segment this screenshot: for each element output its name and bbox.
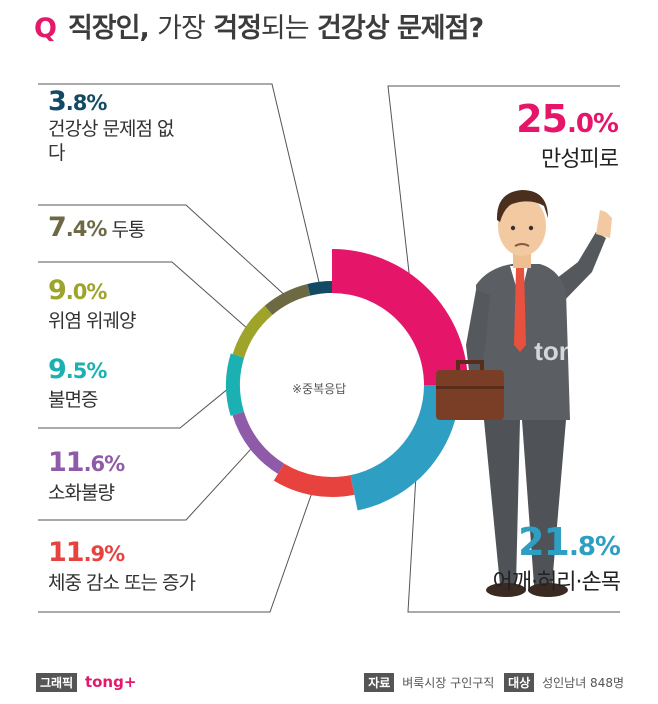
head bbox=[498, 196, 546, 256]
footer-credit: 그래픽 tong+ bbox=[36, 673, 136, 692]
slice-2 bbox=[273, 463, 355, 498]
pct-int-slice-2: 11 bbox=[48, 537, 85, 568]
pct-int-slice-5: 9 bbox=[48, 275, 67, 306]
label-slice-4: 9.5% 불면증 bbox=[48, 354, 108, 412]
label-slice-1: 21.8% 어깨·허리·손목 bbox=[492, 520, 621, 596]
pct-dec-slice-3: .6% bbox=[83, 452, 126, 476]
slice-3 bbox=[232, 411, 285, 474]
pct-int-slice-7: 3 bbox=[48, 86, 67, 117]
brand-logo: tong+ bbox=[84, 673, 137, 691]
question-mark-icon: Q bbox=[34, 13, 57, 44]
slice-1 bbox=[350, 385, 460, 511]
right-leg bbox=[522, 420, 566, 585]
name-slice-4: 불면증 bbox=[48, 389, 98, 411]
briefcase-strap bbox=[436, 386, 504, 389]
name-slice-5: 위염 위궤양 bbox=[48, 310, 136, 332]
hair bbox=[496, 190, 548, 222]
pct-dec-slice-5: .0% bbox=[65, 280, 108, 304]
target-text: 성인남녀 848명 bbox=[542, 676, 624, 690]
pct-dec-slice-7: .8% bbox=[65, 91, 108, 115]
name-slice-0: 만성피로 bbox=[541, 147, 619, 172]
label-slice-5: 9.0% 위염 위궤양 bbox=[48, 275, 136, 333]
necktie bbox=[514, 268, 526, 352]
title-part6: 문제점? bbox=[396, 13, 484, 44]
leader-line-1 bbox=[407, 454, 620, 613]
title-part1: 직장인, bbox=[67, 13, 150, 44]
pct-int-slice-3: 11 bbox=[48, 447, 85, 478]
pct-dec-slice-6: .4% bbox=[65, 217, 108, 241]
briefcase bbox=[436, 370, 504, 420]
pct-dec-slice-0: .0% bbox=[566, 109, 619, 139]
slice-4 bbox=[225, 353, 245, 416]
title-part2: 가장 bbox=[157, 13, 206, 44]
title-part5: 건강상 bbox=[317, 13, 390, 44]
leader-line-4 bbox=[38, 384, 234, 429]
pct-dec-slice-4: .5% bbox=[65, 359, 108, 383]
leader-line-6 bbox=[38, 204, 288, 299]
name-slice-6: 두통 bbox=[111, 219, 146, 241]
watermark: tong+ bbox=[534, 336, 606, 366]
slice-5 bbox=[232, 305, 273, 358]
right-shoe bbox=[528, 583, 568, 597]
leader-line-0 bbox=[387, 85, 620, 305]
slice-7 bbox=[307, 281, 332, 296]
leader-line-3 bbox=[38, 444, 255, 521]
briefcase-handle bbox=[456, 360, 484, 370]
leader-line-2 bbox=[38, 485, 315, 613]
source-tag: 자료 bbox=[364, 673, 395, 692]
pct-dec-slice-1: .8% bbox=[568, 532, 621, 562]
pct-int-slice-0: 25 bbox=[516, 97, 568, 141]
center-note: ※중복응답 bbox=[292, 382, 347, 396]
left-leg bbox=[484, 420, 520, 585]
leader-line-7 bbox=[38, 83, 321, 288]
name-slice-1: 어깨·허리·손목 bbox=[492, 570, 621, 595]
left-eye bbox=[510, 225, 516, 231]
label-slice-0: 25.0% 만성피로 bbox=[516, 97, 619, 173]
name-slice-3: 소화불량 bbox=[48, 482, 115, 504]
label-slice-2: 11.9% 체중 감소 또는 증가 bbox=[48, 537, 196, 595]
pct-int-slice-6: 7 bbox=[48, 212, 67, 243]
name-slice-7: 건강상 문제점 없다 bbox=[48, 118, 174, 164]
right-eye bbox=[528, 225, 534, 231]
leader-line-5 bbox=[38, 261, 251, 332]
title-part3: 걱정 bbox=[213, 13, 262, 44]
pct-int-slice-1: 21 bbox=[518, 520, 570, 564]
label-slice-7: 3.8% 건강상 문제점 없다 bbox=[48, 86, 188, 165]
title-part4: 되는 bbox=[260, 13, 310, 44]
businessman-illustration bbox=[436, 190, 612, 597]
label-slice-3: 11.6% 소화불량 bbox=[48, 447, 126, 505]
pct-dec-slice-2: .9% bbox=[83, 542, 126, 566]
footer-source: 자료 벼룩시장 구인구직 대상 성인남녀 848명 bbox=[364, 673, 624, 692]
label-slice-6: 7.4% 두통 bbox=[48, 212, 145, 243]
source-text: 벼룩시장 구인구직 bbox=[402, 676, 495, 690]
slice-6 bbox=[264, 283, 311, 315]
target-tag: 대상 bbox=[504, 673, 535, 692]
donut-slices bbox=[225, 249, 468, 511]
graphic-tag: 그래픽 bbox=[36, 673, 78, 692]
chart-title: Q 직장인, 가장 걱정되는 건강상 문제점? bbox=[34, 6, 484, 45]
lower-arm bbox=[466, 290, 490, 380]
name-slice-2: 체중 감소 또는 증가 bbox=[48, 572, 196, 594]
left-shoe bbox=[486, 583, 526, 597]
raised-hand bbox=[596, 210, 612, 238]
mouth bbox=[514, 243, 530, 247]
pct-int-slice-4: 9 bbox=[48, 354, 67, 385]
slice-0 bbox=[332, 249, 468, 385]
